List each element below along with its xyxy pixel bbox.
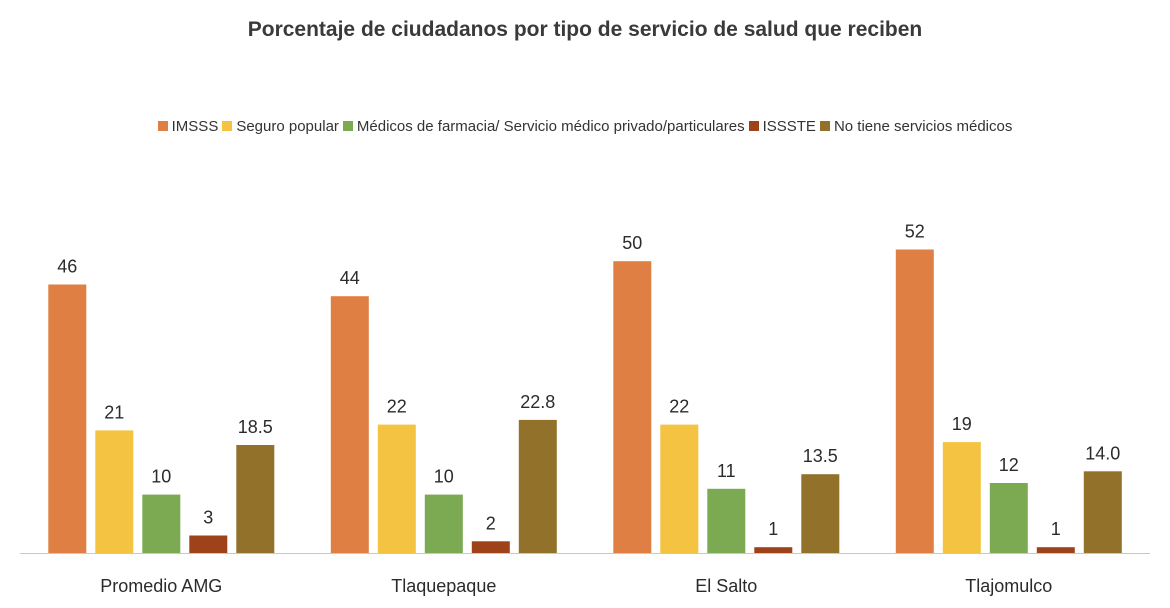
data-label: 22 (669, 397, 689, 417)
bar (330, 296, 369, 553)
bar (471, 541, 510, 553)
bar (989, 483, 1028, 553)
data-label: 13.5 (803, 446, 838, 466)
bar (707, 488, 746, 553)
legend-swatch (819, 121, 830, 131)
category-label: Tlaquepaque (391, 576, 496, 596)
data-label: 12 (999, 455, 1019, 475)
category-label: Promedio AMG (100, 576, 222, 596)
bar (95, 430, 134, 553)
bar (1083, 471, 1122, 553)
data-label: 10 (434, 467, 454, 487)
data-label: 52 (905, 222, 925, 242)
bar (424, 494, 463, 553)
legend-swatch (222, 121, 233, 131)
legend-label: No tiene servicios médicos (833, 118, 1013, 135)
bar (236, 445, 275, 553)
legend-label: ISSSTE (762, 118, 816, 135)
data-label: 19 (952, 414, 972, 434)
data-label: 11 (717, 461, 736, 481)
bar (895, 249, 934, 553)
bar (754, 547, 793, 553)
legend-item: ISSSTE (748, 118, 816, 135)
legend-swatch (157, 121, 168, 131)
bar (1036, 547, 1075, 553)
bar (613, 261, 652, 553)
data-label: 10 (151, 467, 171, 487)
chart-title: Porcentaje de ciudadanos por tipo de ser… (247, 18, 923, 41)
data-label: 1 (768, 519, 778, 539)
data-label: 2 (486, 513, 496, 533)
data-label: 22.8 (520, 392, 555, 412)
legend-label: Seguro popular (236, 118, 339, 135)
legend-item: Médicos de farmacia/ Servicio médico pri… (342, 118, 745, 135)
data-label: 14.0 (1085, 443, 1120, 463)
bar (189, 535, 228, 553)
bar (801, 474, 840, 553)
data-label: 44 (340, 268, 360, 288)
bar (518, 419, 557, 553)
legend-item: Seguro popular (222, 118, 339, 135)
data-label: 50 (622, 233, 642, 253)
legend-item: IMSSS (157, 118, 219, 135)
data-label: 22 (387, 397, 407, 417)
legend-label: IMSSS (171, 118, 219, 135)
data-label: 46 (57, 257, 77, 277)
category-label: Tlajomulco (965, 576, 1052, 596)
bar (142, 494, 181, 553)
legend-swatch (748, 121, 759, 131)
category-label: El Salto (695, 576, 757, 596)
bar (48, 284, 87, 553)
data-label: 1 (1051, 519, 1061, 539)
data-label: 21 (104, 402, 124, 422)
bar (377, 424, 416, 553)
legend-item: No tiene servicios médicos (819, 118, 1013, 135)
data-label: 3 (203, 508, 213, 528)
legend-swatch (342, 121, 353, 131)
bar (942, 442, 981, 553)
legend: IMSSS Seguro popular Médicos de farmacia/ … (0, 118, 1170, 135)
legend-label: Médicos de farmacia/ Servicio médico pri… (356, 118, 745, 135)
bar (660, 424, 699, 553)
data-label: 18.5 (238, 417, 273, 437)
